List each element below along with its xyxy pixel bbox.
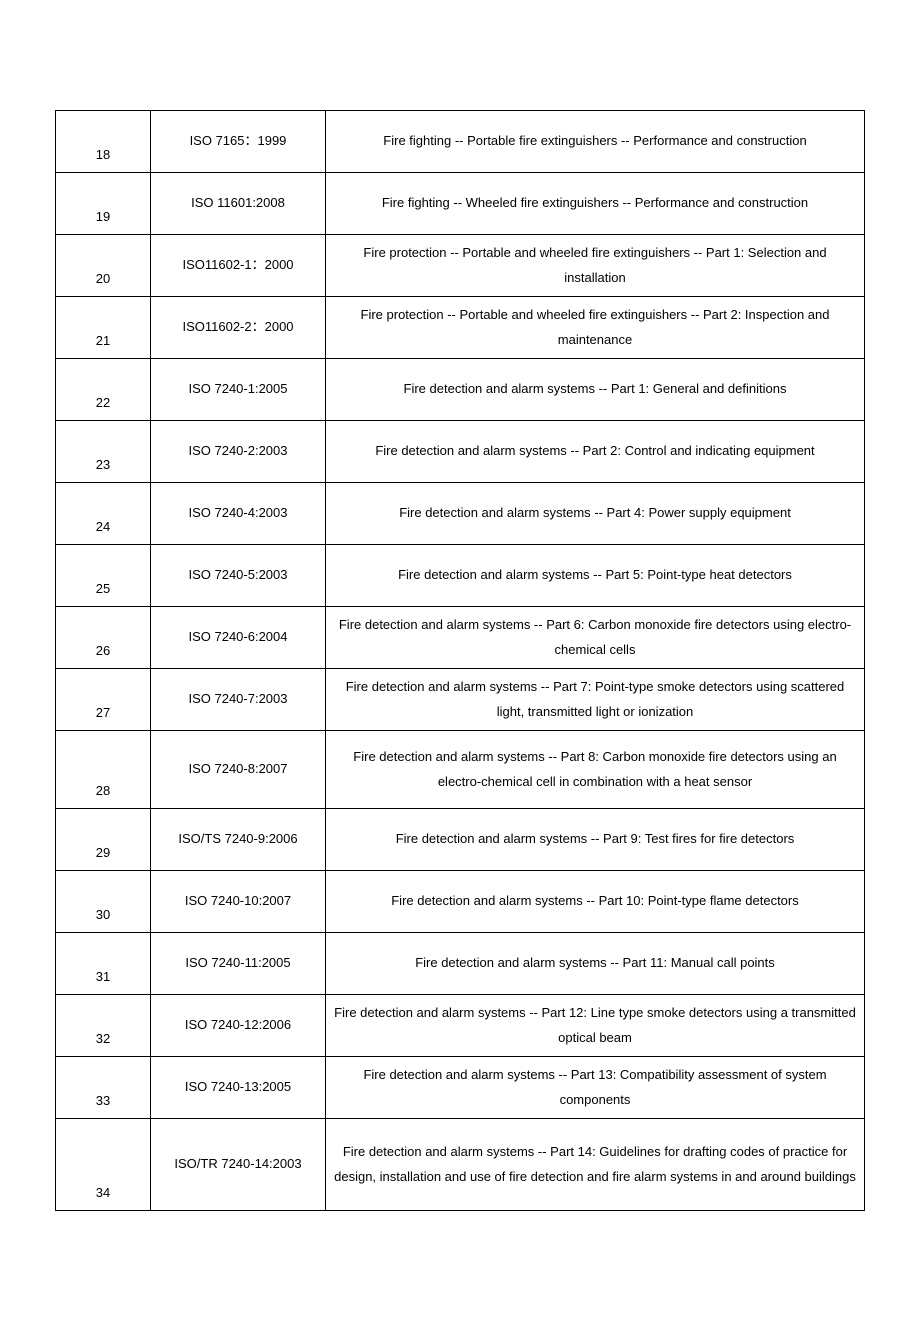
standard-code: ISO/TR 7240-14:2003	[151, 1119, 326, 1211]
standard-description: Fire detection and alarm systems -- Part…	[326, 731, 865, 809]
table-row: 25ISO 7240-5:2003Fire detection and alar…	[56, 545, 865, 607]
standard-description: Fire fighting -- Wheeled fire extinguish…	[326, 173, 865, 235]
table-row: 18ISO 7165：1999Fire fighting -- Portable…	[56, 111, 865, 173]
row-number: 28	[56, 731, 151, 809]
standard-description: Fire detection and alarm systems -- Part…	[326, 545, 865, 607]
row-number: 23	[56, 421, 151, 483]
standard-code: ISO11602-1：2000	[151, 235, 326, 297]
row-number: 31	[56, 933, 151, 995]
row-number: 33	[56, 1057, 151, 1119]
row-number: 34	[56, 1119, 151, 1211]
standard-code: ISO 7240-1:2005	[151, 359, 326, 421]
table-row: 28ISO 7240-8:2007Fire detection and alar…	[56, 731, 865, 809]
standard-code: ISO11602-2：2000	[151, 297, 326, 359]
standard-description: Fire detection and alarm systems -- Part…	[326, 809, 865, 871]
standard-code: ISO 7240-6:2004	[151, 607, 326, 669]
table-row: 32ISO 7240-12:2006Fire detection and ala…	[56, 995, 865, 1057]
standard-description: Fire detection and alarm systems -- Part…	[326, 871, 865, 933]
standard-description: Fire fighting -- Portable fire extinguis…	[326, 111, 865, 173]
standard-code: ISO 7165：1999	[151, 111, 326, 173]
table-row: 19ISO 11601:2008Fire fighting -- Wheeled…	[56, 173, 865, 235]
standard-code: ISO 7240-10:2007	[151, 871, 326, 933]
table-row: 33ISO 7240-13:2005Fire detection and ala…	[56, 1057, 865, 1119]
standard-code: ISO 7240-4:2003	[151, 483, 326, 545]
table-row: 26ISO 7240-6:2004Fire detection and alar…	[56, 607, 865, 669]
standard-code: ISO 7240-12:2006	[151, 995, 326, 1057]
row-number: 25	[56, 545, 151, 607]
standard-description: Fire protection -- Portable and wheeled …	[326, 235, 865, 297]
standard-description: Fire detection and alarm systems -- Part…	[326, 359, 865, 421]
row-number: 24	[56, 483, 151, 545]
row-number: 20	[56, 235, 151, 297]
standards-table: 18ISO 7165：1999Fire fighting -- Portable…	[55, 110, 865, 1211]
standard-description: Fire protection -- Portable and wheeled …	[326, 297, 865, 359]
standard-code: ISO 7240-5:2003	[151, 545, 326, 607]
table-row: 31ISO 7240-11:2005Fire detection and ala…	[56, 933, 865, 995]
table-row: 30ISO 7240-10:2007Fire detection and ala…	[56, 871, 865, 933]
standard-code: ISO 7240-2:2003	[151, 421, 326, 483]
table-body: 18ISO 7165：1999Fire fighting -- Portable…	[56, 111, 865, 1211]
table-row: 20ISO11602-1：2000Fire protection -- Port…	[56, 235, 865, 297]
table-row: 24ISO 7240-4:2003Fire detection and alar…	[56, 483, 865, 545]
standard-description: Fire detection and alarm systems -- Part…	[326, 1119, 865, 1211]
table-row: 22ISO 7240-1:2005Fire detection and alar…	[56, 359, 865, 421]
row-number: 27	[56, 669, 151, 731]
standard-code: ISO 7240-7:2003	[151, 669, 326, 731]
standard-code: ISO/TS 7240-9:2006	[151, 809, 326, 871]
standard-code: ISO 7240-8:2007	[151, 731, 326, 809]
standard-code: ISO 7240-13:2005	[151, 1057, 326, 1119]
standard-code: ISO 11601:2008	[151, 173, 326, 235]
table-row: 23ISO 7240-2:2003Fire detection and alar…	[56, 421, 865, 483]
standard-description: Fire detection and alarm systems -- Part…	[326, 607, 865, 669]
table-row: 34ISO/TR 7240-14:2003Fire detection and …	[56, 1119, 865, 1211]
standard-description: Fire detection and alarm systems -- Part…	[326, 483, 865, 545]
standard-description: Fire detection and alarm systems -- Part…	[326, 421, 865, 483]
standard-description: Fire detection and alarm systems -- Part…	[326, 933, 865, 995]
table-row: 29ISO/TS 7240-9:2006Fire detection and a…	[56, 809, 865, 871]
row-number: 18	[56, 111, 151, 173]
standard-description: Fire detection and alarm systems -- Part…	[326, 995, 865, 1057]
row-number: 21	[56, 297, 151, 359]
row-number: 26	[56, 607, 151, 669]
standard-description: Fire detection and alarm systems -- Part…	[326, 669, 865, 731]
table-row: 27ISO 7240-7:2003Fire detection and alar…	[56, 669, 865, 731]
table-row: 21ISO11602-2：2000Fire protection -- Port…	[56, 297, 865, 359]
standard-code: ISO 7240-11:2005	[151, 933, 326, 995]
standard-description: Fire detection and alarm systems -- Part…	[326, 1057, 865, 1119]
row-number: 30	[56, 871, 151, 933]
row-number: 22	[56, 359, 151, 421]
document-page: 18ISO 7165：1999Fire fighting -- Portable…	[0, 0, 920, 1321]
row-number: 19	[56, 173, 151, 235]
row-number: 29	[56, 809, 151, 871]
row-number: 32	[56, 995, 151, 1057]
